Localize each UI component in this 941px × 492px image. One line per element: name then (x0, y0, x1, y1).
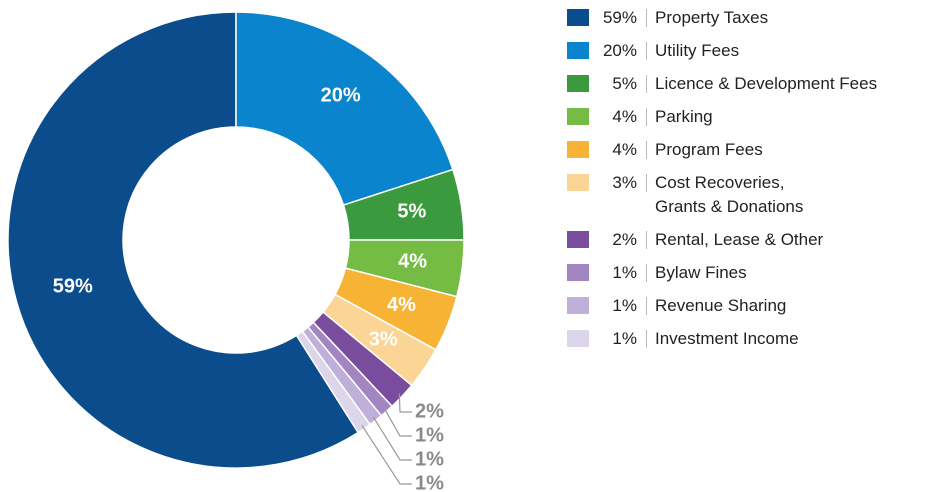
legend-swatch (567, 9, 589, 26)
slice-label: 5% (397, 200, 426, 222)
slice-label: 20% (321, 84, 361, 106)
legend-label: Program Fees (655, 140, 763, 159)
legend-separator (646, 75, 647, 93)
legend-value: 59% (602, 8, 637, 27)
leader-line (372, 416, 412, 461)
slice-label: 2% (415, 400, 444, 422)
legend: 59% Property Taxes 20% Utility Fees 5% Licenc… (567, 6, 877, 360)
legend-swatch (567, 141, 589, 158)
legend-label: Cost Recoveries, Grants & Donations (655, 173, 804, 216)
legend-item: 20% Utility Fees (567, 39, 877, 63)
legend-item: 1% Bylaw Fines (567, 261, 877, 285)
legend-separator (646, 9, 647, 27)
legend-value: 4% (612, 107, 637, 126)
slice (235, 11, 454, 207)
legend-separator (646, 231, 647, 249)
legend-separator (646, 141, 647, 159)
legend-separator (646, 297, 647, 315)
leader-line (361, 424, 412, 485)
legend-label: Investment Income (655, 329, 799, 348)
legend-separator (646, 42, 647, 60)
legend-value: 2% (612, 230, 637, 249)
legend-label: Revenue Sharing (655, 296, 787, 315)
slice-label: 1% (415, 424, 444, 446)
legend-item: 4% Parking (567, 105, 877, 129)
legend-item: 1% Revenue Sharing (567, 294, 877, 318)
legend-item: 3% Cost Recoveries, Grants & Donations (567, 171, 877, 219)
legend-value: 1% (612, 263, 637, 282)
legend-label: Property Taxes (655, 8, 769, 27)
legend-label: Bylaw Fines (655, 263, 747, 282)
legend-swatch (567, 75, 589, 92)
legend-separator (646, 174, 647, 192)
legend-value: 3% (612, 173, 637, 192)
legend-value: 5% (612, 74, 637, 93)
legend-separator (646, 330, 647, 348)
legend-swatch (567, 108, 589, 125)
slice-label: 1% (415, 472, 444, 492)
legend-separator (646, 264, 647, 282)
legend-value: 4% (612, 140, 637, 159)
leader-line (383, 407, 412, 437)
legend-value: 1% (612, 329, 637, 348)
slice (295, 330, 372, 434)
legend-value: 20% (602, 41, 637, 60)
legend-item: 59% Property Taxes (567, 6, 877, 30)
legend-swatch (567, 42, 589, 59)
legend-swatch (567, 330, 589, 347)
legend-item: 5% Licence & Development Fees (567, 72, 877, 96)
slice (7, 11, 360, 469)
leader-line (398, 393, 412, 413)
legend-label: Parking (655, 107, 713, 126)
slice-label: 4% (387, 294, 416, 316)
slice-label: 59% (53, 276, 93, 298)
legend-label: Licence & Development Fees (655, 74, 878, 93)
slice-label: 4% (398, 251, 427, 273)
legend-label: Utility Fees (655, 41, 740, 60)
legend-item: 1% Investment Income (567, 327, 877, 351)
legend-swatch (567, 174, 589, 191)
legend-swatch (567, 297, 589, 314)
legend-item: 2% Rental, Lease & Other (567, 228, 877, 252)
slice-label: 3% (369, 328, 398, 350)
legend-value: 1% (612, 296, 637, 315)
legend-separator (646, 108, 647, 126)
slice-label: 1% (415, 448, 444, 470)
legend-item: 4% Program Fees (567, 138, 877, 162)
legend-swatch (567, 264, 589, 281)
legend-swatch (567, 231, 589, 248)
chart: 59%20%5%4%4%3%2%1%1%1% (7, 11, 465, 492)
legend-label: Rental, Lease & Other (655, 230, 824, 249)
